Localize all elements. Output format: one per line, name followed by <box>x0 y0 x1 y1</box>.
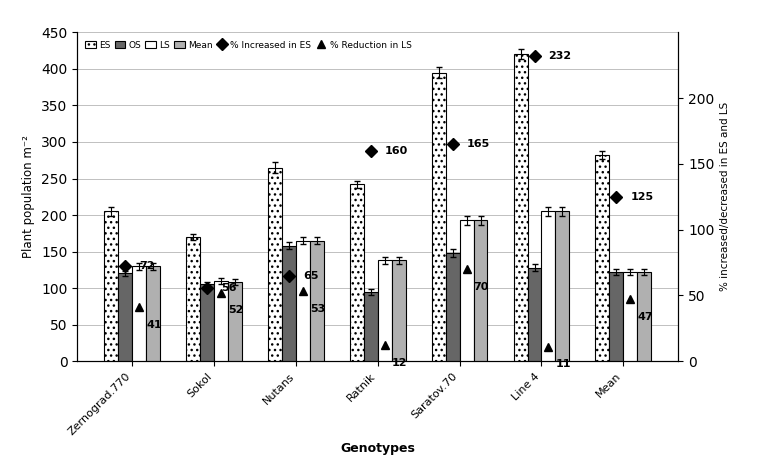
Bar <box>268 168 282 361</box>
Bar <box>104 212 119 361</box>
Text: 56: 56 <box>221 282 237 293</box>
X-axis label: Genotypes: Genotypes <box>340 443 416 456</box>
Bar <box>350 184 364 361</box>
Bar <box>133 266 146 361</box>
Legend: ES, OS, LS, Mean, % Increased in ES, % Reduction in LS: ES, OS, LS, Mean, % Increased in ES, % R… <box>82 37 415 53</box>
Bar <box>364 292 378 361</box>
Bar <box>228 282 242 361</box>
Text: 72: 72 <box>140 262 155 271</box>
Bar <box>296 241 310 361</box>
Bar <box>119 274 133 361</box>
Text: 165: 165 <box>466 139 490 149</box>
Text: 160: 160 <box>385 146 408 156</box>
Bar <box>282 246 296 361</box>
Bar <box>541 212 555 361</box>
Bar <box>637 272 651 361</box>
Text: 125: 125 <box>630 192 653 202</box>
Y-axis label: Plant population m⁻²: Plant population m⁻² <box>22 135 35 258</box>
Bar <box>214 281 228 361</box>
Text: 41: 41 <box>146 320 162 330</box>
Y-axis label: % increased/decreased in ES and LS: % increased/decreased in ES and LS <box>720 102 730 291</box>
Bar <box>146 266 160 361</box>
Text: 232: 232 <box>548 51 571 61</box>
Text: 65: 65 <box>303 271 318 281</box>
Bar <box>392 260 406 361</box>
Bar <box>473 220 487 361</box>
Bar <box>623 272 637 361</box>
Bar <box>446 253 460 361</box>
Bar <box>555 212 569 361</box>
Text: 12: 12 <box>392 358 407 368</box>
Text: 52: 52 <box>228 305 244 315</box>
Text: 47: 47 <box>637 312 653 322</box>
Bar <box>460 220 473 361</box>
Bar <box>310 241 324 361</box>
Bar <box>432 73 446 361</box>
Text: 11: 11 <box>555 359 571 369</box>
Bar <box>200 284 214 361</box>
Text: 53: 53 <box>310 304 325 314</box>
Bar <box>187 237 200 361</box>
Bar <box>513 54 527 361</box>
Bar <box>609 272 623 361</box>
Bar <box>378 260 392 361</box>
Text: 70: 70 <box>473 282 489 292</box>
Bar <box>595 155 609 361</box>
Bar <box>527 268 541 361</box>
